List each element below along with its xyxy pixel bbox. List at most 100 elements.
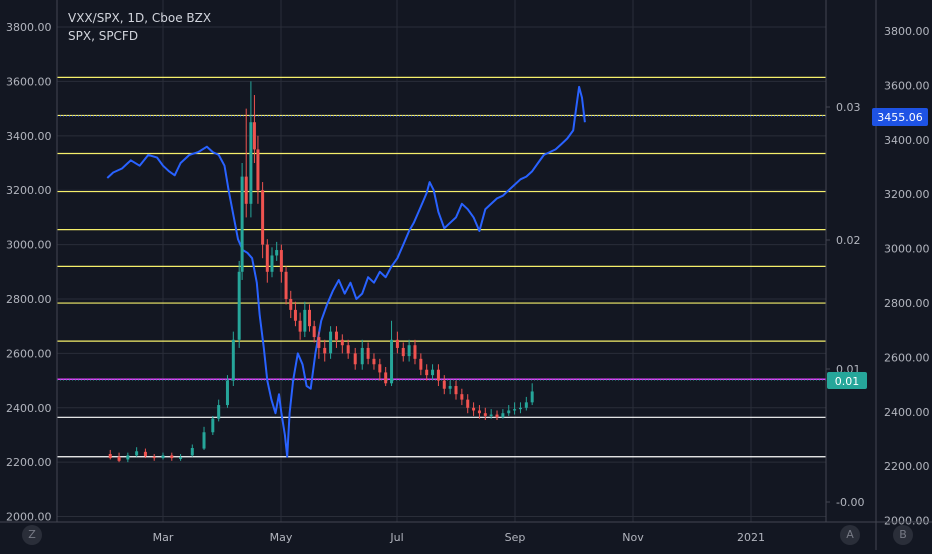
candle xyxy=(454,380,458,400)
candle xyxy=(442,375,446,395)
candle xyxy=(249,81,253,218)
right-axis-tick: 2400.00 xyxy=(884,406,930,419)
candle xyxy=(329,326,333,359)
ratio-axis-tick: 0.03 xyxy=(836,101,861,114)
candle-body xyxy=(477,410,481,414)
candle xyxy=(275,241,279,261)
spx-last-price: 3455.06 xyxy=(877,111,923,124)
candle-body xyxy=(460,394,464,400)
x-axis-tick: May xyxy=(270,531,293,544)
candle xyxy=(135,447,139,457)
right-axis-tick: 2200.00 xyxy=(884,460,930,473)
candle xyxy=(395,331,399,354)
x-axis-tick: Nov xyxy=(622,531,644,544)
candle xyxy=(237,260,241,348)
candle xyxy=(217,399,221,422)
ratio-last-value: 0.01 xyxy=(835,375,860,388)
candle xyxy=(390,320,394,387)
candle xyxy=(161,452,165,460)
candle xyxy=(413,339,417,365)
candle-body xyxy=(431,369,435,376)
candle xyxy=(448,380,452,395)
candle xyxy=(108,449,112,460)
candle-body xyxy=(126,455,130,460)
left-axis-tick: 2400.00 xyxy=(6,402,52,415)
candle xyxy=(317,331,321,359)
candle xyxy=(378,358,382,381)
right-axis-tick: 3000.00 xyxy=(884,243,930,256)
candle-body xyxy=(108,454,112,459)
right-axis-tick: 3200.00 xyxy=(884,188,930,201)
candle xyxy=(507,405,511,416)
candle-body xyxy=(179,457,183,459)
candle-body xyxy=(353,353,357,365)
candle-body xyxy=(489,414,493,416)
candle xyxy=(384,366,388,387)
candle-body xyxy=(225,380,229,406)
candle xyxy=(293,301,297,327)
candle xyxy=(231,331,235,387)
candle xyxy=(425,364,429,381)
chart-title: VXX/SPX, 1D, Cboe BZX xyxy=(68,11,211,25)
candle xyxy=(518,402,522,414)
candle-body xyxy=(308,309,311,327)
candle-body xyxy=(472,407,476,411)
left-axis-tick: 3800.00 xyxy=(6,21,52,34)
candle xyxy=(211,415,215,435)
x-axis-tick: Jul xyxy=(389,531,403,544)
candle xyxy=(308,304,311,332)
candle xyxy=(353,347,357,370)
candle xyxy=(401,342,405,362)
z-button[interactable]: Z xyxy=(22,525,42,545)
candle xyxy=(495,410,499,421)
left-axis-tick: 3000.00 xyxy=(6,239,52,252)
chart-subtitle: SPX, SPCFD xyxy=(68,29,138,43)
candle xyxy=(152,454,156,461)
spx-last-badge xyxy=(872,108,928,126)
candle-body xyxy=(143,451,147,457)
x-axis-tick: Sep xyxy=(505,531,526,544)
candle-body xyxy=(211,418,215,433)
candle-body xyxy=(293,309,297,321)
candle-body xyxy=(436,369,440,381)
candle-body xyxy=(495,414,499,418)
candle-body xyxy=(152,456,156,459)
grid-lines xyxy=(57,0,826,522)
candle xyxy=(240,163,244,280)
candle-body xyxy=(360,347,364,365)
b-button[interactable]: B xyxy=(893,525,913,545)
ratio-axis-tick: 0.02 xyxy=(836,234,861,247)
candle-body xyxy=(135,451,139,456)
candle xyxy=(170,452,174,461)
right-axis-tick: 3400.00 xyxy=(884,134,930,147)
spx-line xyxy=(106,85,586,458)
candle-body xyxy=(237,271,241,340)
candle xyxy=(501,409,505,419)
candle xyxy=(179,454,183,461)
candle-body xyxy=(530,391,534,403)
candle-body xyxy=(329,331,333,354)
candle-body xyxy=(317,337,321,348)
candle-body xyxy=(231,339,235,381)
candle xyxy=(284,266,288,305)
left-axis-tick: 3400.00 xyxy=(6,130,52,143)
candle-body xyxy=(524,402,528,408)
auto-scale-button[interactable]: A xyxy=(840,525,860,545)
candle xyxy=(143,448,147,459)
candle-body xyxy=(384,372,388,384)
candle-body xyxy=(334,331,338,340)
candle-body xyxy=(407,345,411,357)
candle-body xyxy=(454,386,458,395)
candle xyxy=(340,334,344,354)
left-axis-tick: 2800.00 xyxy=(6,293,52,306)
right-axis-tick: 3800.00 xyxy=(884,25,930,38)
candle-body xyxy=(413,345,417,359)
candle xyxy=(334,326,338,348)
candle-body xyxy=(346,345,350,354)
candle xyxy=(298,312,302,340)
candle-body xyxy=(303,309,307,332)
candle-body xyxy=(275,250,279,256)
